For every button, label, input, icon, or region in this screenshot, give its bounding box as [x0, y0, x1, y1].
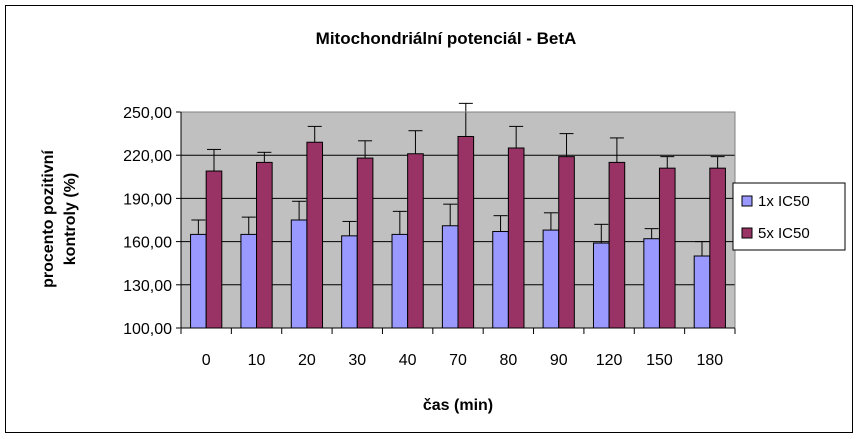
bar-5x-ic50-80	[507, 147, 525, 329]
y-axis-title: procento pozitivní kontroly (%)	[40, 150, 79, 288]
legend-swatch-1x-ic50	[741, 195, 753, 207]
bar-5x-ic50-0	[205, 170, 223, 329]
y-axis-title-line-2: kontroly (%)	[62, 173, 79, 265]
y-tick-labels: 100,00 130,00 160,00 190,00 220,00 250,00	[123, 105, 172, 338]
y-tick-label: 250,00	[123, 105, 172, 122]
legend-label-5x-ic50: 5x IC50	[758, 225, 810, 242]
bar-1x-ic50-180	[693, 255, 711, 329]
x-tick-label: 20	[298, 352, 316, 369]
x-tick-label: 70	[449, 352, 467, 369]
x-tick-label: 0	[202, 352, 211, 369]
y-tick-label: 100,00	[123, 321, 172, 338]
legend-box	[732, 182, 846, 251]
bar-5x-ic50-150	[658, 167, 676, 329]
y-tick-label: 130,00	[123, 278, 172, 295]
y-tick-label: 190,00	[123, 191, 172, 208]
bar-5x-ic50-40	[407, 153, 424, 329]
y-axis-title-line-1: procento pozitivní	[40, 150, 57, 288]
bar-5x-ic50-30	[356, 157, 374, 329]
bar-1x-ic50-10	[240, 233, 258, 329]
bar-5x-ic50-20	[306, 141, 324, 329]
bar-5x-ic50-120	[608, 161, 626, 329]
bar-1x-ic50-30	[341, 235, 358, 329]
chart-title: Mitochondriální potenciál - BetA	[316, 29, 577, 48]
x-tick-label: 150	[646, 352, 673, 369]
bar-1x-ic50-70	[441, 225, 459, 329]
x-tick-label: 180	[696, 352, 723, 369]
bars	[190, 135, 726, 329]
bar-1x-ic50-0	[190, 233, 207, 329]
bar-1x-ic50-80	[492, 231, 509, 329]
bar-1x-ic50-20	[290, 219, 308, 329]
bar-5x-ic50-70	[457, 135, 475, 329]
bar-1x-ic50-90	[542, 229, 560, 329]
y-tick-label: 220,00	[123, 148, 172, 165]
x-tick-label: 30	[348, 352, 366, 369]
x-tick-label: 120	[596, 352, 623, 369]
error-bars	[191, 102, 725, 256]
bar-5x-ic50-180	[709, 167, 726, 329]
y-tick-label: 160,00	[123, 235, 172, 252]
bar-5x-ic50-10	[256, 161, 273, 329]
legend: 1x IC50 5x IC50	[732, 182, 846, 251]
legend-swatch-5x-ic50	[741, 227, 753, 239]
x-tick-label: 10	[248, 352, 266, 369]
bar-5x-ic50-90	[558, 156, 575, 329]
x-tick-labels: 0 10 20 30 40 70 80 90 120 150 180	[202, 352, 724, 369]
x-tick-label: 90	[550, 352, 568, 369]
bar-1x-ic50-120	[592, 242, 610, 329]
bar-1x-ic50-40	[391, 233, 409, 329]
bar-1x-ic50-150	[643, 238, 660, 329]
x-tick-label: 40	[399, 352, 417, 369]
x-axis-title: čas (min)	[423, 397, 493, 414]
legend-label-1x-ic50: 1x IC50	[758, 193, 810, 210]
x-tick-label: 80	[499, 352, 517, 369]
